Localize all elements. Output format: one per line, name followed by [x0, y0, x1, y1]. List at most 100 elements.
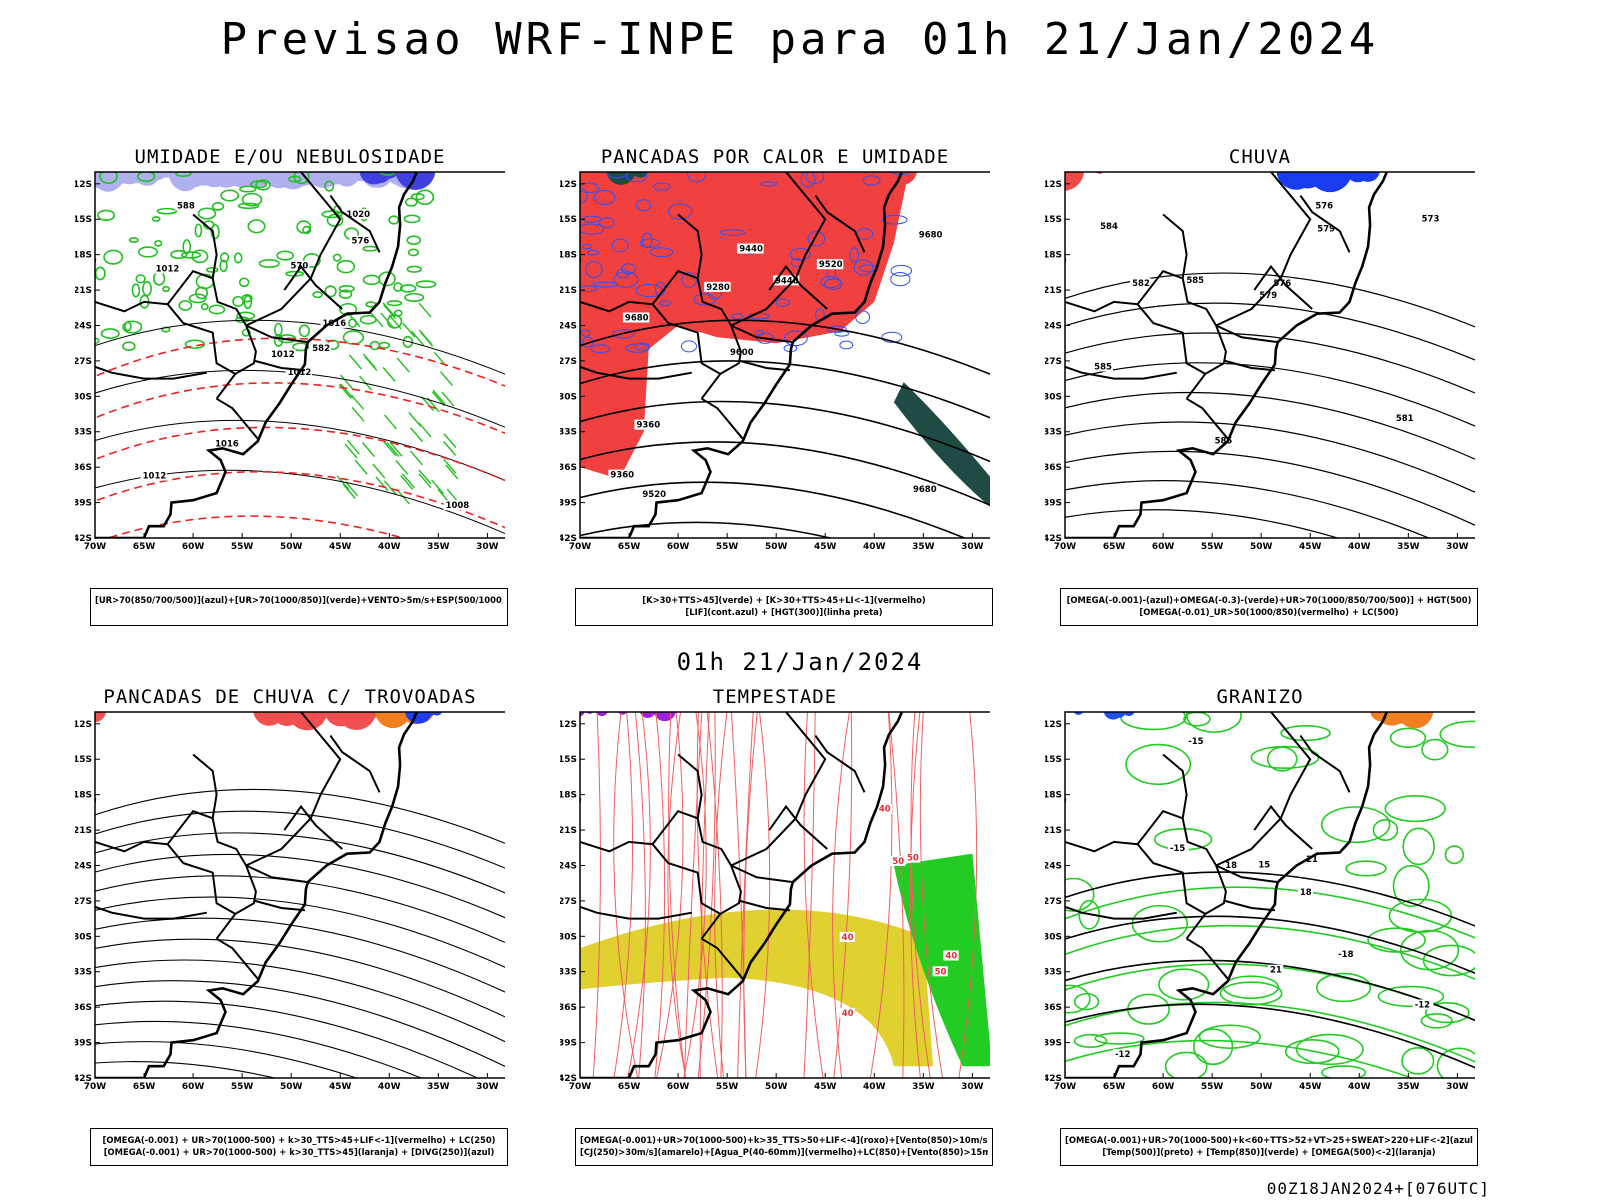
- panel-pancadas-calor: PANCADAS POR CALOR E UMIDADE 9680 9680 968…: [560, 146, 993, 626]
- humidity-layer-1000-850: [418, 473, 432, 489]
- lon-tick-label: 45W: [814, 1082, 837, 1092]
- humidity-layer-1000-850: [324, 180, 335, 192]
- humidity-layer-1000-850: [372, 463, 386, 479]
- lat-tick-label: 24S: [1045, 321, 1062, 331]
- lon-tick-label: 50W: [1250, 1082, 1273, 1092]
- map-canvas: -12 -12 -15 -15 -18 21 18 15 18 21 12S 15S 18S 21S 24S…: [1045, 711, 1475, 1092]
- lat-tick-label: 21S: [560, 826, 577, 836]
- state-border: [1136, 843, 1206, 915]
- temp850-contour: [1192, 1028, 1234, 1066]
- lon-tick-label: 50W: [280, 1082, 303, 1092]
- precipitable-water-contour: [683, 712, 707, 1078]
- lat-tick-label: 27S: [1045, 357, 1062, 367]
- precipitable-water-contour: [910, 712, 931, 1078]
- state-border: [768, 804, 828, 850]
- lif-contour: [659, 300, 671, 307]
- 16: [313, 170, 347, 171]
- humidity-layer-1000-850: [100, 328, 120, 339]
- precipitable-water-contour: [888, 712, 905, 1078]
- humidity-layer-1000-850: [241, 328, 251, 337]
- contour-label: 9520: [642, 490, 666, 500]
- humidity-layer-1000-850: [298, 324, 310, 338]
- lat-tick-label: 21S: [1045, 826, 1062, 836]
- lon-tick-label: 40W: [378, 542, 401, 552]
- lon-tick-label: 45W: [814, 542, 837, 552]
- state-border: [677, 753, 703, 819]
- jet-stream-area: [580, 909, 934, 1067]
- panel-title: GRANIZO: [1216, 686, 1304, 708]
- hgt500-contour: [1065, 391, 1475, 460]
- contour-label: 9360: [610, 471, 634, 481]
- temp850-contour: [1073, 1033, 1108, 1049]
- lat-tick-label: 33S: [1045, 968, 1062, 978]
- state-border: [254, 359, 305, 372]
- humidity-layer-1000-850: [338, 285, 355, 293]
- contour-label: 9520: [819, 260, 843, 270]
- humidity-layer-1000-850: [128, 237, 139, 243]
- streamline: [95, 896, 505, 968]
- contour-label: 1012: [143, 472, 167, 482]
- precipitable-water-contour: [737, 712, 754, 1078]
- legend-line: [OMEGA(-0.01)_UR>50(1000/850)(vermelho) …: [1139, 607, 1399, 617]
- contour-label: 1016: [322, 319, 346, 329]
- precipitable-water-contour: [869, 712, 893, 1078]
- lat-tick-label: 42S: [75, 1074, 92, 1084]
- lat-tick-label: 15S: [1045, 755, 1062, 765]
- lif-contour: [606, 172, 629, 179]
- map-granizo: -12 -12 -15 -15 -18 21 18 15 18 21 12S 15S 18S 21S 24S…: [1045, 710, 1475, 1120]
- precipitable-water-contour: [909, 712, 921, 1078]
- 5: [414, 712, 428, 717]
- panel-trovoadas: PANCADAS DE CHUVA C/ TROVOADAS 12S 15S 18S…: [75, 686, 508, 1166]
- humidity-layer-1000-850: [389, 441, 403, 457]
- lon-tick-label: 70W: [84, 542, 107, 552]
- map-frame: [94, 711, 505, 1079]
- humidity-layer-1000-850: [344, 443, 358, 459]
- humidity-layer-1000-850: [354, 459, 368, 475]
- state-border: [329, 735, 381, 793]
- lif-contour: [580, 187, 588, 204]
- lat-tick-label: 24S: [75, 321, 92, 331]
- temp850-contour: [1078, 899, 1101, 930]
- lif-contour: [862, 175, 881, 186]
- humidity-layer-1000-850: [184, 339, 206, 349]
- lon-tick-label: 45W: [329, 1082, 352, 1092]
- humidity-layer-1000-850: [396, 357, 410, 373]
- precipitable-water-contour: [803, 712, 824, 1078]
- humidity-layer-1000-850: [347, 312, 361, 328]
- legend-line: [UR>70(850/700/500)](azul)+[UR>70(1000/8…: [95, 595, 503, 605]
- legend-line: [OMEGA(-0.001) + UR>70(1000-500) + k>30_…: [103, 1147, 495, 1157]
- lon-tick-label: 65W: [618, 542, 641, 552]
- lat-tick-label: 33S: [75, 428, 92, 438]
- hgt500-contour: [1065, 509, 1340, 538]
- humidity-layer-1000-850: [238, 277, 250, 288]
- lon-tick-label: 35W: [427, 1082, 450, 1092]
- humidity-layer-1000-850: [415, 280, 437, 289]
- lif-contour: [580, 223, 605, 235]
- state-border: [245, 172, 342, 327]
- panel-title: CHUVA: [1228, 146, 1292, 168]
- temp850-contour: [1320, 806, 1391, 844]
- lif-contour: [593, 190, 616, 205]
- lon-tick-label: 60W: [667, 1082, 690, 1092]
- humidity-layer-1000-850: [276, 250, 295, 261]
- humidity-layer-1000-850: [409, 427, 424, 443]
- lon-tick-label: 70W: [1054, 542, 1077, 552]
- legend-granizo: [OMEGA(-0.001)+UR>70(1000-500)+k<60+TTS>…: [1060, 1128, 1478, 1166]
- temp850-contour: [1392, 864, 1430, 908]
- map-canvas: 1012101210121012101610161020570576582588…: [75, 170, 505, 552]
- lon-tick-label: 55W: [231, 1082, 254, 1092]
- 4: [359, 172, 389, 185]
- 5: [1345, 172, 1370, 183]
- humidity-layer-1000-850: [443, 433, 457, 449]
- map-layers: 9680 9680 9680 9600 9520 9520 9440 9440 9360 9280…: [580, 172, 990, 538]
- lat-tick-label: 15S: [75, 755, 92, 765]
- state-border: [1065, 905, 1177, 920]
- humidity-layer-1000-850: [439, 371, 454, 386]
- humidity-layer-1000-850: [431, 479, 445, 495]
- humidity-layer-1000-850: [210, 223, 220, 240]
- humidity-layer-1000-850: [445, 464, 459, 480]
- contour-label: 1016: [215, 440, 239, 450]
- humidity-layer-1000-850: [410, 192, 425, 201]
- humidity-layer-1000-850: [418, 469, 432, 485]
- humidity-layer-1000-850: [420, 396, 434, 412]
